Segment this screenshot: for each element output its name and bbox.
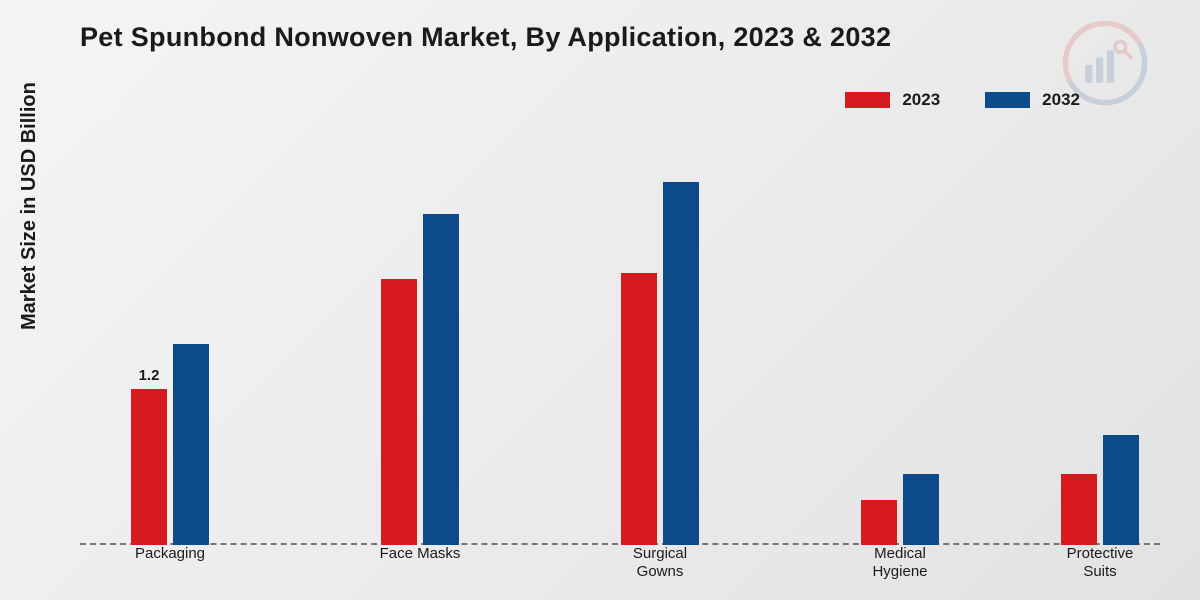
bar-2023 xyxy=(1061,474,1097,545)
bar-2032 xyxy=(903,474,939,545)
bar-value-label: 1.2 xyxy=(139,367,160,384)
bar-2032 xyxy=(663,182,699,545)
bar-group: 1.2 xyxy=(131,344,209,545)
bar-2023 xyxy=(621,273,657,545)
x-axis-category-label: ProtectiveSuits xyxy=(1020,545,1180,581)
legend-swatch-2023 xyxy=(845,92,890,108)
bar-group xyxy=(861,474,939,545)
bar-2023 xyxy=(381,279,417,545)
legend-item-2032: 2032 xyxy=(985,90,1080,110)
bar-2023 xyxy=(861,500,897,545)
chart-title: Pet Spunbond Nonwoven Market, By Applica… xyxy=(80,22,891,53)
chart-plot-area: 1.2 xyxy=(80,130,1160,545)
legend-swatch-2032 xyxy=(985,92,1030,108)
bar-group xyxy=(381,214,459,545)
bar-group xyxy=(621,182,699,545)
bar-group xyxy=(1061,435,1139,545)
bar-2032 xyxy=(423,214,459,545)
legend-label-2023: 2023 xyxy=(902,90,940,110)
bar-2023: 1.2 xyxy=(131,389,167,545)
bar-2032 xyxy=(173,344,209,545)
x-axis-labels: Packaging Face Masks SurgicalGowns MedicalH… xyxy=(80,545,1160,585)
x-axis-category-label: Packaging xyxy=(90,545,250,563)
x-axis-category-label: Face Masks xyxy=(340,545,500,563)
x-axis-category-label: MedicalHygiene xyxy=(820,545,980,581)
bar-2032 xyxy=(1103,435,1139,545)
legend-label-2032: 2032 xyxy=(1042,90,1080,110)
legend: 2023 2032 xyxy=(845,90,1080,110)
x-axis-category-label: SurgicalGowns xyxy=(580,545,740,581)
legend-item-2023: 2023 xyxy=(845,90,940,110)
y-axis-label: Market Size in USD Billion xyxy=(18,82,41,330)
